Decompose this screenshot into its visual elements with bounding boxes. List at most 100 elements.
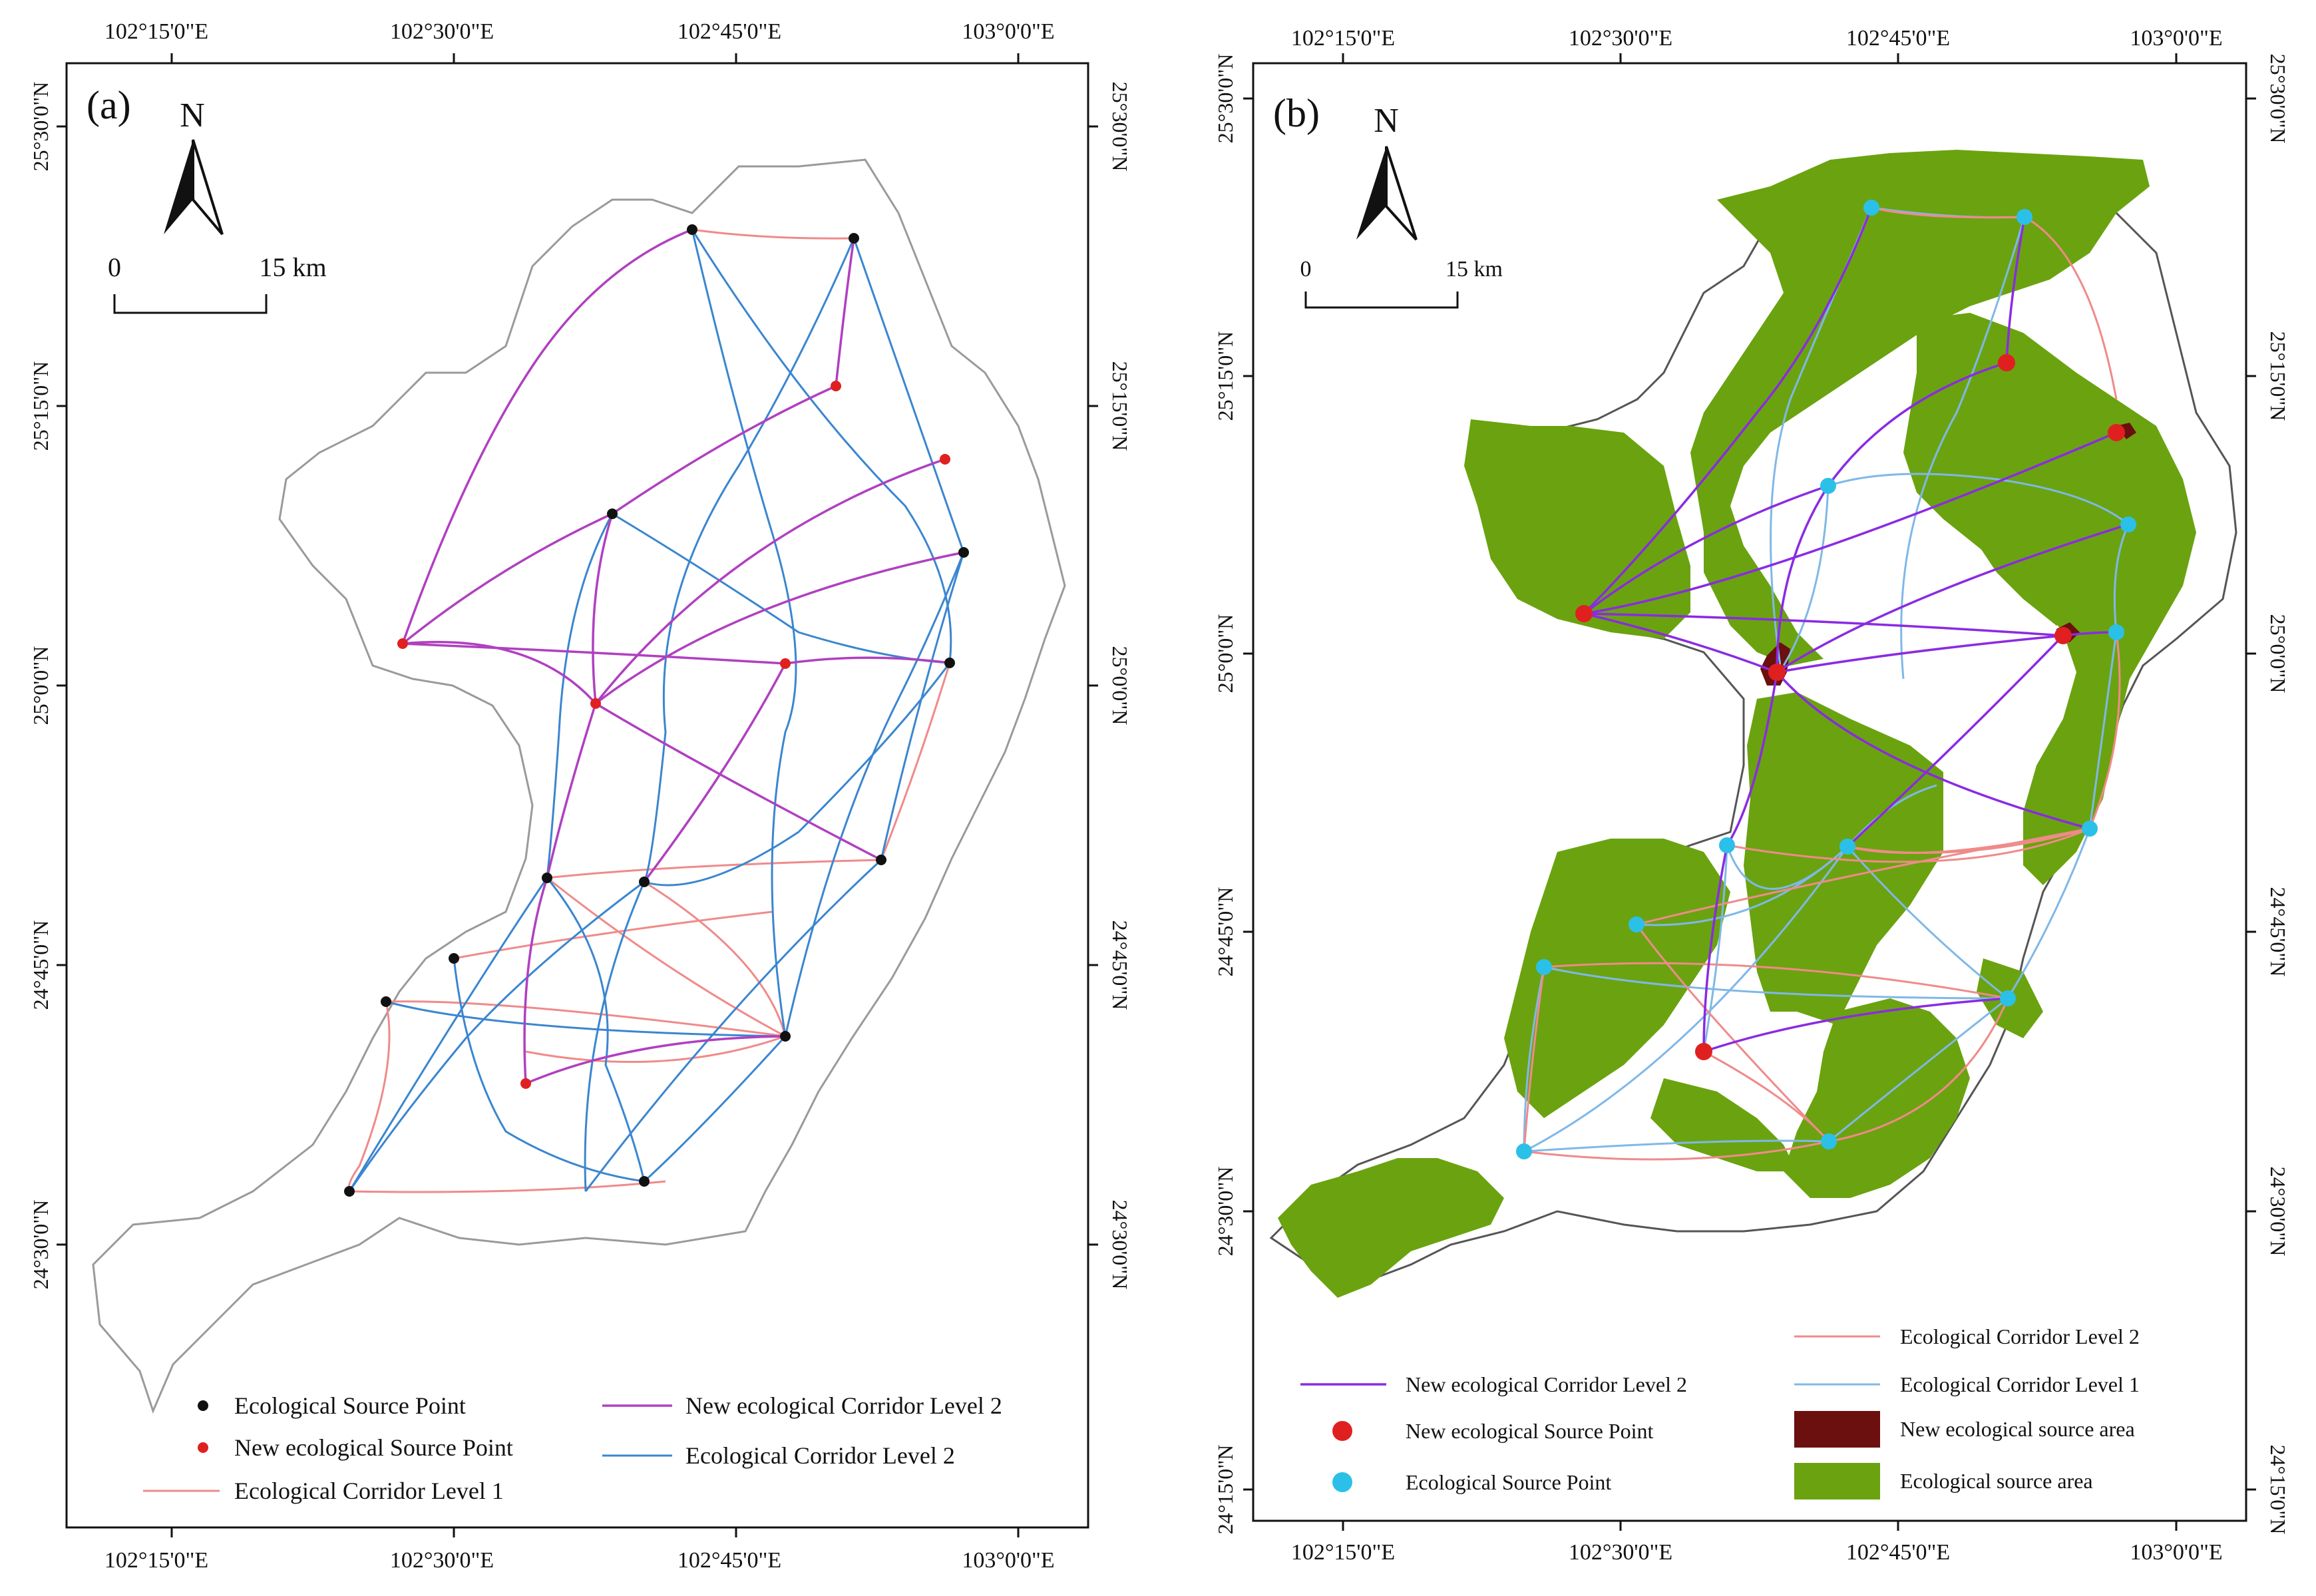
lat-label-right: 25°15'0"N bbox=[1108, 361, 1132, 451]
source-point bbox=[1821, 1133, 1837, 1149]
source-point bbox=[449, 953, 459, 964]
legend-label: New ecological source area bbox=[1900, 1417, 2135, 1441]
legend: New ecological Corridor Level 2 New ecol… bbox=[1300, 1324, 2140, 1499]
panel-label: (b) bbox=[1273, 91, 1320, 135]
panel-label: (a) bbox=[87, 83, 131, 127]
legend-label: Ecological Corridor Level 1 bbox=[1900, 1372, 2140, 1396]
graticule-ticks bbox=[57, 53, 1098, 1537]
lat-label-left: 25°15'0"N bbox=[1213, 331, 1237, 421]
lon-label-top: 102°45'0"E bbox=[677, 19, 781, 44]
new-source-point bbox=[1575, 605, 1593, 622]
new-source-point bbox=[780, 658, 791, 669]
legend-label: Ecological Corridor Level 2 bbox=[685, 1442, 955, 1469]
graticule-ticks bbox=[1243, 53, 2256, 1531]
new-source-point bbox=[1998, 354, 2015, 371]
source-point bbox=[381, 996, 391, 1007]
lat-label-left: 25°30'0"N bbox=[1213, 54, 1237, 144]
new-source-point bbox=[1768, 664, 1786, 681]
lat-label-right: 24°15'0"N bbox=[2266, 1445, 2290, 1535]
new-ecological-source-points bbox=[397, 381, 950, 1089]
source-point bbox=[2108, 624, 2124, 640]
new-corridor-level-2 bbox=[401, 228, 964, 1085]
lon-label-top: 102°15'0"E bbox=[104, 19, 208, 44]
lat-label-left: 24°15'0"N bbox=[1213, 1445, 1237, 1535]
source-point bbox=[2000, 990, 2016, 1006]
source-point bbox=[780, 1031, 791, 1042]
north-label: N bbox=[1374, 102, 1399, 140]
source-point bbox=[849, 233, 859, 244]
lon-label-top: 102°15'0"E bbox=[1291, 26, 1395, 51]
legend-label: New ecological Source Point bbox=[234, 1434, 513, 1461]
ecological-source-points bbox=[1516, 200, 2136, 1159]
lat-label-left: 24°30'0"N bbox=[1213, 1167, 1237, 1257]
lon-label-bottom: 102°15'0"E bbox=[1291, 1540, 1395, 1565]
new-source-point bbox=[2054, 627, 2072, 644]
lon-label-top: 102°30'0"E bbox=[1569, 26, 1672, 51]
corridor-level-2 bbox=[348, 229, 965, 1192]
source-point bbox=[639, 1176, 650, 1187]
lat-label-left: 25°0'0"N bbox=[1213, 614, 1237, 694]
north-arrow-icon: N bbox=[164, 97, 224, 236]
source-point bbox=[2120, 516, 2136, 532]
source-point bbox=[639, 877, 650, 887]
lon-label-bottom: 102°15'0"E bbox=[104, 1548, 208, 1573]
legend-label: Ecological Corridor Level 2 bbox=[1900, 1324, 2140, 1348]
lat-label-left: 25°0'0"N bbox=[29, 646, 53, 725]
lon-label-bottom: 102°45'0"E bbox=[1846, 1540, 1950, 1565]
source-point bbox=[1863, 200, 1879, 216]
source-point bbox=[344, 1186, 355, 1197]
lat-label-right: 25°0'0"N bbox=[1108, 646, 1132, 725]
legend: Ecological Source Point New ecological S… bbox=[143, 1392, 1002, 1504]
lat-label-right: 25°30'0"N bbox=[2266, 54, 2290, 144]
legend-label: New ecological Source Point bbox=[1406, 1419, 1653, 1443]
lon-label-bottom: 103°0'0"E bbox=[962, 1548, 1054, 1573]
new-source-point bbox=[590, 698, 601, 709]
source-point bbox=[1536, 959, 1552, 975]
new-source-point bbox=[1695, 1043, 1712, 1060]
map-frame bbox=[65, 62, 1089, 1529]
map-panel-b: 102°15'0"E 102°30'0"E 102°45'0"E 103°0'0… bbox=[1158, 0, 2316, 1593]
source-point bbox=[687, 224, 697, 235]
lat-label-left: 25°15'0"N bbox=[29, 361, 53, 451]
legend-label: Ecological source area bbox=[1900, 1469, 2093, 1493]
source-point bbox=[1820, 478, 1836, 494]
lon-label-top: 103°0'0"E bbox=[962, 19, 1054, 44]
source-point bbox=[944, 658, 955, 668]
new-source-point bbox=[831, 381, 841, 391]
lon-label-bottom: 102°45'0"E bbox=[677, 1548, 781, 1573]
source-point bbox=[542, 873, 552, 883]
lat-label-left: 25°30'0"N bbox=[29, 82, 53, 172]
source-point bbox=[876, 855, 886, 865]
lon-label-bottom: 103°0'0"E bbox=[2130, 1540, 2222, 1565]
map-panel-a: 102°15'0"E 102°30'0"E 102°45'0"E 103°0'0… bbox=[0, 0, 1158, 1593]
source-point bbox=[2017, 209, 2032, 225]
source-point bbox=[1629, 916, 1644, 932]
study-area-boundary bbox=[92, 158, 1066, 1414]
map-a-svg: 102°15'0"E 102°30'0"E 102°45'0"E 103°0'0… bbox=[29, 19, 1132, 1573]
new-corridor-level-2 bbox=[1583, 207, 2129, 1053]
legend-label: Ecological Source Point bbox=[234, 1392, 466, 1419]
map-b-svg: 102°15'0"E 102°30'0"E 102°45'0"E 103°0'0… bbox=[1213, 26, 2290, 1565]
source-point bbox=[958, 547, 969, 558]
scale-bar: 0 15 km bbox=[1300, 257, 1503, 309]
legend-label: Ecological Corridor Level 1 bbox=[234, 1478, 504, 1504]
north-arrow-icon: N bbox=[1356, 102, 1418, 241]
lon-label-top: 102°45'0"E bbox=[1846, 26, 1950, 51]
lat-label-right: 24°45'0"N bbox=[2266, 887, 2290, 977]
legend-label: Ecological Source Point bbox=[1406, 1470, 1611, 1494]
new-source-point bbox=[520, 1078, 531, 1089]
new-ecological-source-points bbox=[1575, 354, 2125, 1060]
lon-label-top: 103°0'0"E bbox=[2130, 26, 2222, 51]
new-source-point bbox=[940, 454, 950, 465]
north-label: N bbox=[180, 97, 205, 134]
source-point bbox=[2082, 821, 2098, 837]
new-source-point bbox=[397, 638, 408, 649]
corridor-level-1 bbox=[347, 228, 951, 1193]
source-point bbox=[1839, 839, 1855, 855]
lat-label-left: 24°30'0"N bbox=[29, 1200, 53, 1290]
lat-label-left: 24°45'0"N bbox=[29, 920, 53, 1010]
new-source-point bbox=[2108, 424, 2125, 441]
source-point bbox=[607, 508, 618, 519]
lon-label-bottom: 102°30'0"E bbox=[1569, 1540, 1672, 1565]
lat-label-right: 24°30'0"N bbox=[2266, 1167, 2290, 1257]
